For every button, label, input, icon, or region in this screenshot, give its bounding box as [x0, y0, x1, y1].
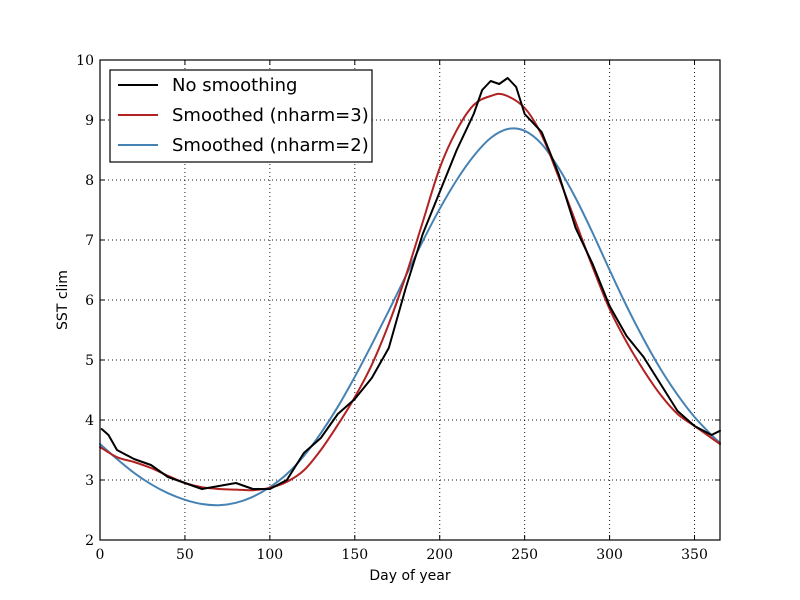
x-tick-label: 150 [341, 547, 368, 563]
y-tick-label: 3 [85, 473, 94, 489]
x-tick-label: 0 [96, 547, 105, 563]
x-tick-label: 100 [256, 547, 283, 563]
y-tick-label: 10 [76, 53, 94, 69]
axis-ticks [99, 59, 720, 541]
legend-label-0: No smoothing [172, 75, 297, 96]
legend: No smoothing Smoothed (nharm=3) Smoothed (… [109, 69, 373, 163]
x-tick-label: 50 [176, 547, 194, 563]
x-tick-label: 350 [681, 547, 708, 563]
series-line-0 [100, 77, 721, 490]
y-tick-label: 8 [85, 173, 94, 189]
legend-label-2: Smoothed (nharm=2) [172, 135, 369, 156]
series-layer [99, 77, 721, 507]
y-tick-label: 5 [85, 353, 94, 369]
series-line-1 [99, 92, 721, 492]
x-tick-label: 300 [596, 547, 623, 563]
x-tick-label: 250 [511, 547, 538, 563]
y-axis-label: SST clim [55, 270, 71, 330]
y-tick-label: 9 [85, 113, 94, 129]
y-tick-label: 4 [85, 413, 94, 429]
y-tick-label: 7 [85, 233, 94, 249]
y-tick-label: 2 [85, 533, 94, 549]
x-tick-label: 200 [426, 547, 453, 563]
legend-label-1: Smoothed (nharm=3) [172, 105, 369, 126]
x-axis-label: Day of year [369, 568, 451, 584]
tick-labels: 0 50 100 150 200 250 300 350 2 3 4 5 6 7 8 9 10 [76, 53, 708, 563]
y-tick-label: 6 [85, 293, 94, 309]
series-line-2 [99, 127, 721, 507]
